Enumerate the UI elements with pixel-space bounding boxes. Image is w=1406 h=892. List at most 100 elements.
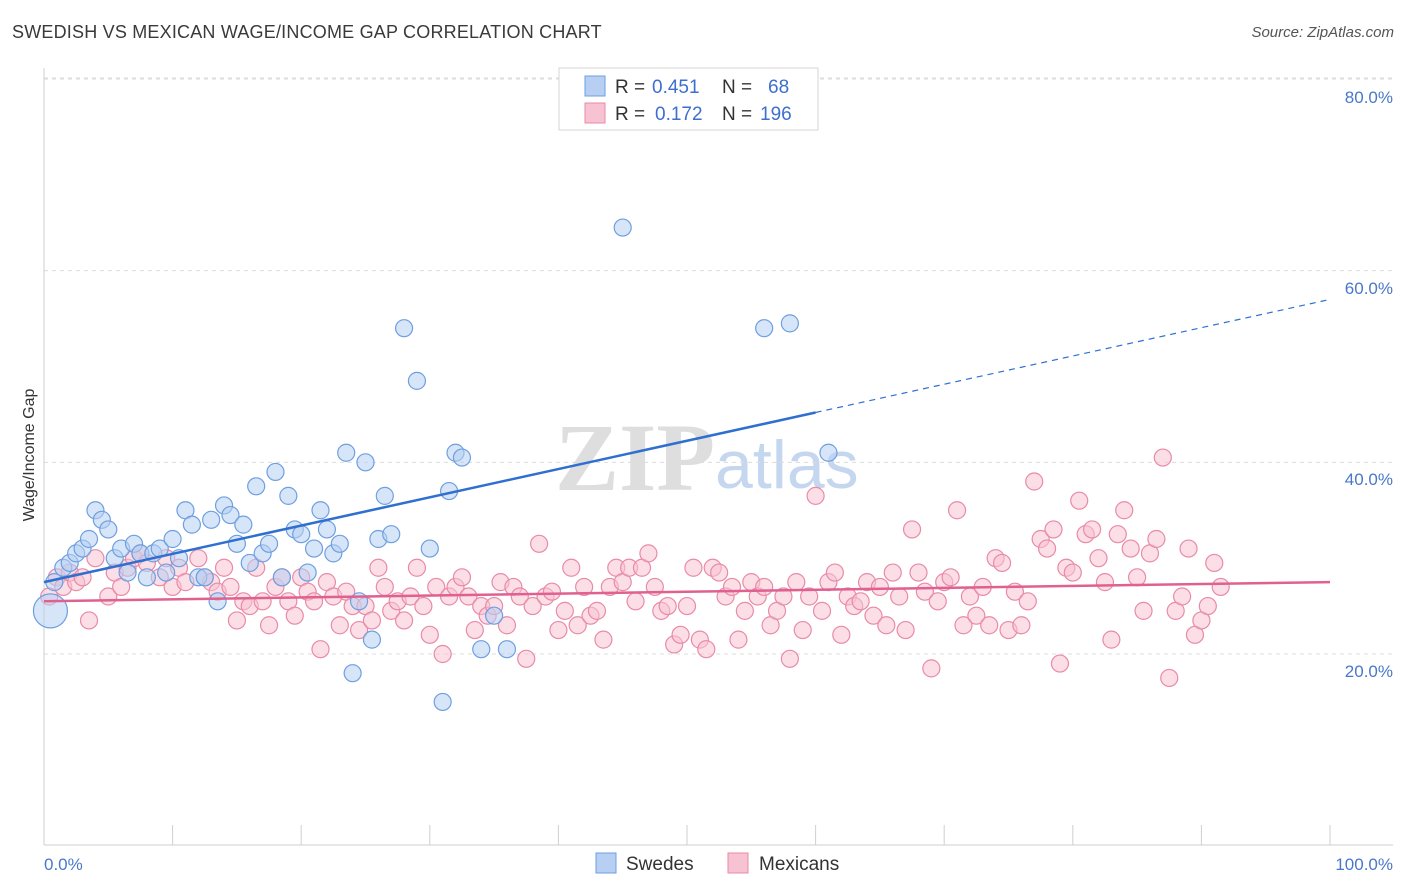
y-tick-label-40: 40.0% <box>1345 470 1393 489</box>
bottom-legend-swatch-mexicans <box>727 852 749 874</box>
swedes-point <box>613 218 632 237</box>
mexicans-point <box>1153 448 1172 467</box>
mexicans-point <box>1018 592 1037 611</box>
mexicans-point <box>677 596 697 616</box>
swedes-point <box>163 529 182 549</box>
mexicans-point <box>774 587 793 606</box>
bottom-legend-label-mexicans: Mexicans <box>759 854 839 875</box>
mexicans-point <box>909 563 928 582</box>
mexicans-point <box>992 553 1012 573</box>
mexicans-point <box>658 596 677 616</box>
mexicans-point <box>1205 553 1224 573</box>
legend-r-label-swedes: R = <box>615 77 645 98</box>
y-tick-label-20: 20.0% <box>1345 662 1393 681</box>
mexicans-point <box>452 568 472 587</box>
trend-lines <box>43 298 1331 603</box>
mexicans-point <box>517 649 536 668</box>
swedes-points <box>32 218 838 712</box>
mexicans-point <box>684 558 703 577</box>
swedes-point <box>137 568 156 587</box>
mexicans-point <box>530 534 549 553</box>
mexicans-point <box>330 616 349 635</box>
mexicans-point <box>800 587 819 606</box>
mexicans-point <box>947 501 967 520</box>
legend-swatch-mexicans <box>584 102 606 124</box>
bottom-legend-label-swedes: Swedes <box>626 854 694 875</box>
swedes-point <box>472 640 491 659</box>
swedes-point <box>420 539 439 558</box>
swedes-point <box>208 592 227 611</box>
mexicans-point <box>626 592 645 611</box>
mexicans-point <box>1070 491 1089 510</box>
mexicans-point <box>902 520 922 539</box>
mexicans-point <box>311 640 330 659</box>
mexicans-point <box>1147 529 1166 549</box>
mexicans-point <box>304 592 324 611</box>
mexicans-point <box>928 592 947 611</box>
legend-r-value-swedes: 0.451 <box>652 77 700 98</box>
mexicans-point <box>1102 630 1121 649</box>
swedes-trend-extension <box>815 298 1331 414</box>
mexicans-point <box>1012 616 1031 635</box>
mexicans-point <box>555 601 574 620</box>
y-axis-title: Wage/Income Gap <box>21 389 38 522</box>
mexicans-point <box>954 616 973 635</box>
mexicans-point <box>227 611 246 630</box>
x-tick-label-100: 100.0% <box>1335 855 1393 874</box>
mexicans-point <box>523 596 542 616</box>
mexicans-point <box>812 601 832 620</box>
mexicans-point <box>465 620 484 640</box>
mexicans-point <box>497 616 517 635</box>
mexicans-point <box>967 606 986 625</box>
mexicans-point <box>349 620 369 640</box>
mexicans-point <box>259 616 279 635</box>
mexicans-point <box>735 601 754 620</box>
mexicans-point <box>1108 525 1127 544</box>
mexicans-point <box>79 611 99 630</box>
y-tick-label-60: 60.0% <box>1345 279 1393 298</box>
mexicans-point <box>851 592 870 611</box>
swedes-point <box>407 371 427 390</box>
swedes-point <box>279 486 298 505</box>
mexicans-point <box>433 644 452 664</box>
swedes-point <box>32 593 69 629</box>
mexicans-point <box>1115 501 1134 520</box>
mexicans-point <box>697 640 716 659</box>
mexicans-point <box>671 625 690 644</box>
swedes-point <box>247 477 266 496</box>
swedes-point <box>195 568 214 587</box>
mexicans-point <box>575 577 594 597</box>
mexicans-point <box>639 544 658 563</box>
swedes-point <box>394 319 414 338</box>
mexicans-point <box>86 549 105 568</box>
mexicans-point <box>594 630 613 649</box>
swedes-point <box>157 563 176 582</box>
mexicans-point <box>420 625 439 644</box>
mexicans-point <box>375 577 394 597</box>
mexicans-point <box>1089 549 1108 568</box>
mexicans-point <box>549 620 568 640</box>
axes <box>43 68 1393 846</box>
mexicans-point <box>459 587 478 606</box>
swedes-point <box>485 606 504 625</box>
mexicans-point <box>1179 539 1198 558</box>
mexicans-point <box>832 625 851 644</box>
mexicans-point <box>1063 563 1082 582</box>
mexicans-point <box>710 563 729 582</box>
mexicans-point <box>369 558 388 577</box>
legend-n-value-swedes: 68 <box>768 77 789 98</box>
mexicans-point <box>1127 568 1147 587</box>
mexicans-point <box>1095 573 1115 592</box>
mexicans-point <box>722 577 742 597</box>
mexicans-point <box>510 587 529 606</box>
mexicans-point <box>253 592 272 611</box>
swedes-point <box>497 640 517 659</box>
x-tick-label-0: 0.0% <box>44 855 83 874</box>
mexicans-point <box>568 616 587 635</box>
swedes-point <box>311 501 330 520</box>
mexicans-point <box>890 587 909 606</box>
swedes-point <box>202 510 221 529</box>
source-label: Source: ZipAtlas.com <box>1251 24 1394 41</box>
mexicans-point <box>214 558 234 577</box>
